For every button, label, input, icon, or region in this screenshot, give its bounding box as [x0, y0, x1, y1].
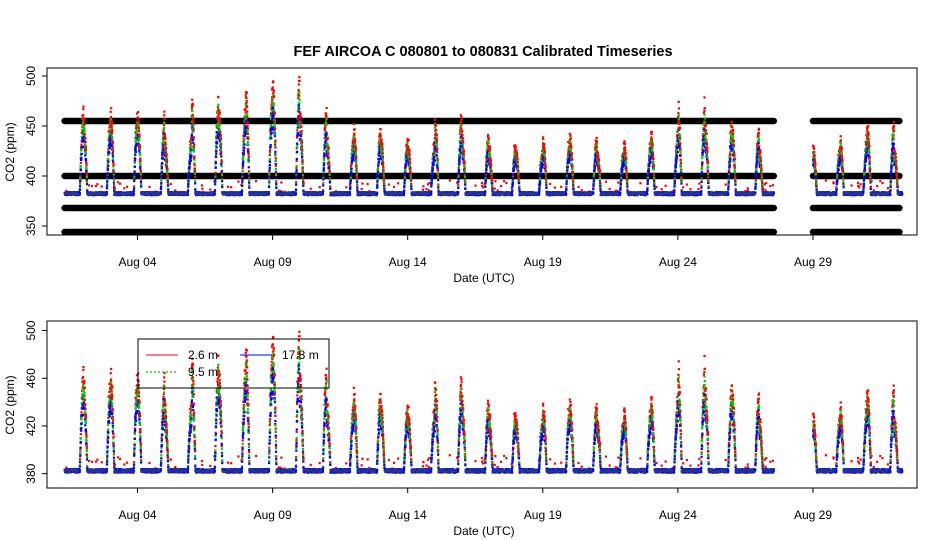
point-9-5m — [110, 118, 112, 120]
point-2-6m — [96, 183, 98, 185]
point-2-6m — [80, 162, 82, 164]
chart-title: FEF AIRCOA C 080801 to 080831 Calibrated… — [293, 44, 672, 60]
point-17-8m — [109, 147, 111, 149]
point-2-6m — [84, 133, 86, 135]
point-17-8m — [107, 168, 109, 170]
point-17-8m — [80, 157, 82, 159]
point-17-8m — [112, 152, 114, 154]
point-2-6m — [113, 164, 115, 166]
point-9-5m — [86, 176, 88, 178]
point-2-6m — [126, 186, 128, 188]
point-9-5m — [113, 174, 115, 176]
point-2-6m — [82, 114, 84, 116]
point-2-6m — [86, 173, 88, 175]
point-17-8m — [86, 183, 88, 185]
point-2-6m — [111, 130, 113, 132]
point-2-6m — [88, 184, 90, 186]
point-9-5m — [106, 178, 108, 180]
point-9-5m — [111, 138, 113, 140]
point-2-6m — [123, 187, 125, 189]
point-2-6m — [110, 116, 112, 118]
point-9-5m — [113, 179, 115, 181]
point-9-5m — [83, 127, 85, 129]
point-2-6m — [112, 150, 114, 152]
point-9-5m — [112, 157, 114, 159]
point-17-8m — [113, 176, 115, 178]
point-17-8m — [111, 144, 113, 146]
point-17-8m — [79, 173, 81, 175]
point-2-6m — [85, 164, 87, 166]
co2-timeseries-figure: FEF AIRCOA C 080801 to 080831 Calibrated… — [0, 0, 936, 540]
point-2-6m — [84, 123, 86, 125]
point-2-6m — [113, 170, 115, 172]
point-9-5m — [85, 152, 87, 154]
point-17-8m — [79, 185, 81, 187]
point-17-8m — [79, 192, 81, 194]
point-17-8m — [113, 182, 115, 184]
point-2-6m — [110, 107, 112, 109]
point-2-6m — [112, 142, 114, 144]
point-2-6m — [80, 144, 82, 146]
point-17-8m — [81, 153, 83, 155]
point-2-6m — [112, 147, 114, 149]
point-17-8m — [80, 169, 82, 171]
point-9-5m — [79, 177, 81, 179]
point-17-8m — [107, 161, 109, 163]
point-2-6m — [85, 162, 87, 164]
point-9-5m — [80, 165, 82, 167]
point-2-6m — [85, 149, 87, 151]
point-9-5m — [85, 167, 87, 169]
point-17-8m — [108, 152, 110, 154]
point-2-6m — [112, 162, 114, 164]
point-17-8m — [106, 180, 108, 182]
point-2-6m — [111, 126, 113, 128]
point-2-6m — [110, 111, 112, 113]
point-9-5m — [111, 136, 113, 138]
point-17-8m — [80, 159, 82, 161]
point-9-5m — [84, 130, 86, 132]
point-2-6m — [119, 183, 121, 185]
point-17-8m — [79, 189, 81, 191]
point-2-6m — [111, 122, 113, 124]
panel-top: Aug 04 Aug 09 Aug 14 Aug 19 Aug 24 Aug 29 350… — [3, 66, 917, 285]
point-17-8m — [79, 179, 81, 181]
point-17-8m — [106, 185, 108, 187]
point-2-6m — [83, 117, 85, 119]
point-17-8m — [106, 187, 108, 189]
point-2-6m — [117, 181, 119, 183]
point-2-6m — [82, 106, 84, 108]
point-9-5m — [107, 158, 109, 160]
point-2-6m — [84, 141, 86, 143]
point-2-6m — [111, 132, 113, 134]
point-17-8m — [106, 176, 108, 178]
point-2-6m — [114, 187, 116, 189]
point-17-8m — [106, 191, 108, 193]
point-17-8m — [107, 165, 109, 167]
point-2-6m — [82, 108, 84, 110]
point-2-6m — [85, 146, 87, 148]
point-17-8m — [107, 173, 109, 175]
point-2-6m — [101, 185, 103, 187]
point-2-6m — [91, 185, 93, 187]
point-2-6m — [84, 137, 86, 139]
